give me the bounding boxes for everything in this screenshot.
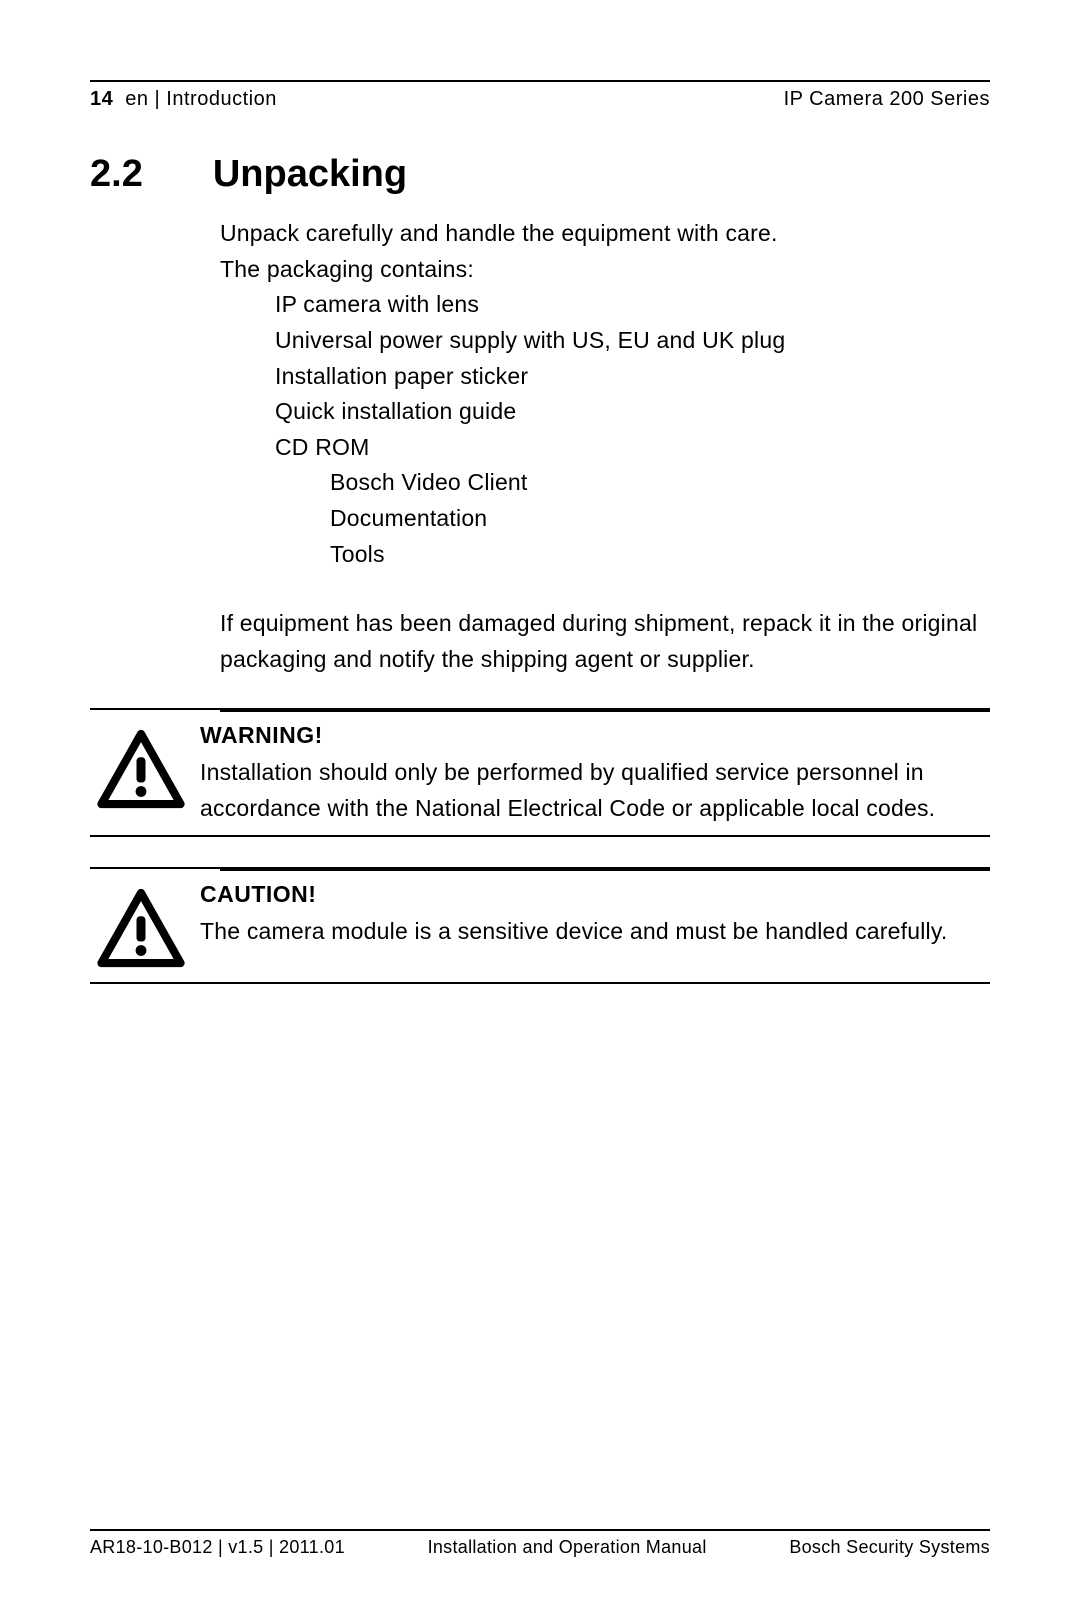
intro-line-1: Unpack carefully and handle the equipmen… (220, 216, 990, 252)
caution-block: CAUTION! The camera module is a sensitiv… (90, 867, 990, 984)
footer: AR18-10-B012 | v1.5 | 2011.01 Installati… (90, 1529, 990, 1558)
warning-block: WARNING! Installation should only be per… (90, 708, 990, 837)
list-subitem: Tools (330, 537, 990, 573)
footer-row: AR18-10-B012 | v1.5 | 2011.01 Installati… (90, 1537, 990, 1558)
caution-text: The camera module is a sensitive device … (200, 914, 990, 950)
footer-right: Bosch Security Systems (789, 1537, 990, 1558)
header-left: 14 en | Introduction (90, 88, 277, 111)
damage-note: If equipment has been damaged during shi… (220, 606, 990, 677)
footer-center: Installation and Operation Manual (428, 1537, 707, 1558)
caution-row: CAUTION! The camera module is a sensitiv… (90, 871, 990, 982)
header-row: 14 en | Introduction IP Camera 200 Serie… (90, 88, 990, 125)
warning-text-col: WARNING! Installation should only be per… (200, 718, 990, 827)
caution-text-col: CAUTION! The camera module is a sensitiv… (200, 877, 990, 950)
list-item: IP camera with lens (275, 287, 990, 323)
section-number: 2.2 (90, 153, 143, 196)
list-item: Installation paper sticker (275, 359, 990, 395)
caution-label: CAUTION! (200, 877, 990, 913)
intro-line-2: The packaging contains: (220, 252, 990, 288)
footer-rule (90, 1529, 990, 1531)
caution-icon (90, 877, 200, 974)
warning-icon (90, 718, 200, 815)
page-content: 14 en | Introduction IP Camera 200 Serie… (90, 80, 990, 984)
section-title: Unpacking (213, 153, 407, 196)
product-name: IP Camera 200 Series (784, 88, 990, 111)
warning-label: WARNING! (200, 718, 990, 754)
header-rule (90, 80, 990, 82)
warning-row: WARNING! Installation should only be per… (90, 712, 990, 835)
footer-left: AR18-10-B012 | v1.5 | 2011.01 (90, 1537, 345, 1558)
list-item: Universal power supply with US, EU and U… (275, 323, 990, 359)
warning-text: Installation should only be performed by… (200, 755, 990, 826)
page-number: 14 (90, 88, 113, 111)
list-item: CD ROM (275, 430, 990, 466)
breadcrumb: en | Introduction (125, 88, 277, 111)
list-subitem: Bosch Video Client (330, 465, 990, 501)
list-item: Quick installation guide (275, 394, 990, 430)
section-heading: 2.2 Unpacking (90, 153, 990, 196)
list-subitem: Documentation (330, 501, 990, 537)
